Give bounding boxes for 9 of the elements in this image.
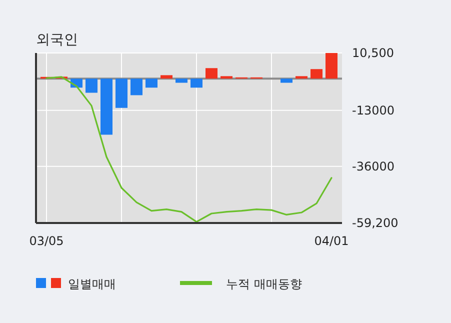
y-tick-label: 10,500 [352,46,394,60]
y-tick-label: -59,200 [352,216,398,230]
x-tick-label: 03/05 [29,234,64,248]
legend-label: 일별매매 [68,277,116,291]
legend-label: 누적 매매동향 [226,277,302,291]
y-tick-label: -13000 [352,103,395,118]
x-tick-label: 04/01 [314,234,349,248]
chart-title: 외국인 [36,32,78,48]
y-tick-label: -36000 [352,159,395,174]
